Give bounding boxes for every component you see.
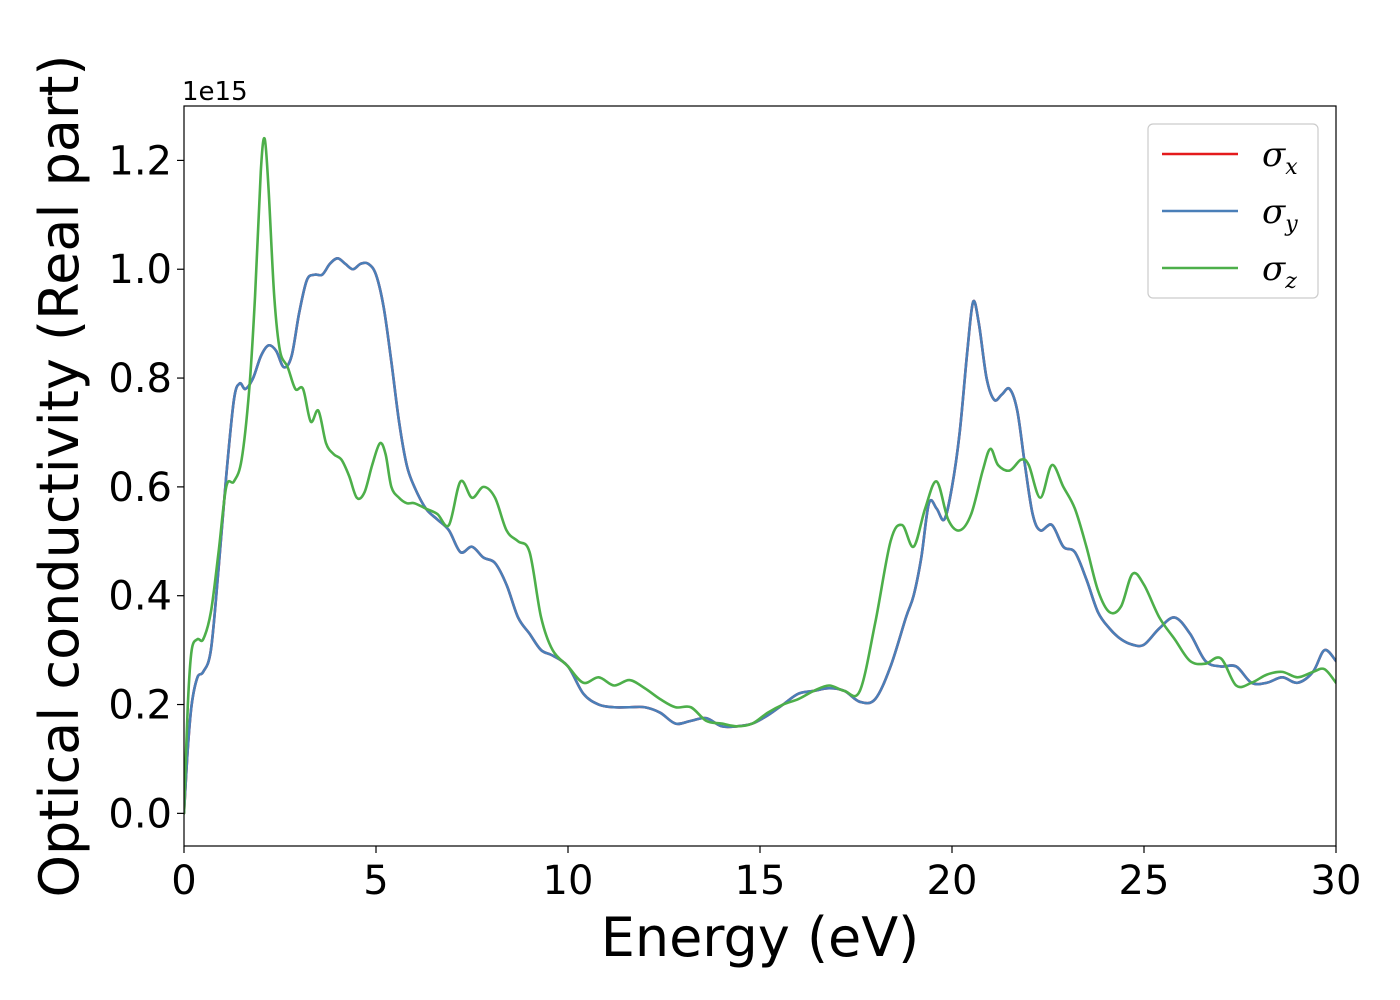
y-tick-label: 0.2 <box>108 683 172 729</box>
legend-label-sigma-x: σx <box>1262 135 1298 180</box>
x-axis-ticks: 0 5 10 15 20 25 30 <box>171 846 1361 904</box>
legend-symbol: σ <box>1262 249 1286 289</box>
legend-label-sigma-z: σz <box>1262 249 1297 294</box>
legend-symbol: σ <box>1262 192 1286 232</box>
x-tick-label: 10 <box>543 858 594 904</box>
legend-subscript: z <box>1284 269 1297 294</box>
y-offset-label: 1e15 <box>182 77 248 107</box>
y-tick-label: 1.0 <box>108 247 172 293</box>
legend-symbol: σ <box>1262 135 1286 175</box>
x-tick-label: 25 <box>1119 858 1170 904</box>
y-tick-label: 0.8 <box>108 356 172 402</box>
x-tick-label: 30 <box>1311 858 1362 904</box>
legend-subscript: x <box>1285 155 1298 180</box>
series-layer <box>184 136 1336 815</box>
y-tick-label: 1.2 <box>108 138 172 184</box>
y-axis-label: Optical conductivity (Real part) <box>28 55 91 898</box>
y-tick-label: 0.6 <box>108 465 172 511</box>
x-tick-label: 0 <box>171 858 196 904</box>
series-line-sigma-y <box>184 257 1336 815</box>
y-axis-ticks: 0.0 0.2 0.4 0.6 0.8 1.0 1.2 <box>108 138 184 837</box>
x-tick-label: 20 <box>927 858 978 904</box>
series-line-sigma-x <box>184 257 1336 815</box>
x-tick-label: 5 <box>363 858 388 904</box>
x-tick-label: 15 <box>735 858 786 904</box>
legend-subscript: y <box>1284 212 1298 237</box>
y-tick-label: 0.0 <box>108 791 172 837</box>
y-tick-label: 0.4 <box>108 574 172 620</box>
x-axis-label: Energy (eV) <box>601 906 920 969</box>
legend-label-sigma-y: σy <box>1262 192 1298 237</box>
series-line-sigma-z <box>184 136 1336 815</box>
